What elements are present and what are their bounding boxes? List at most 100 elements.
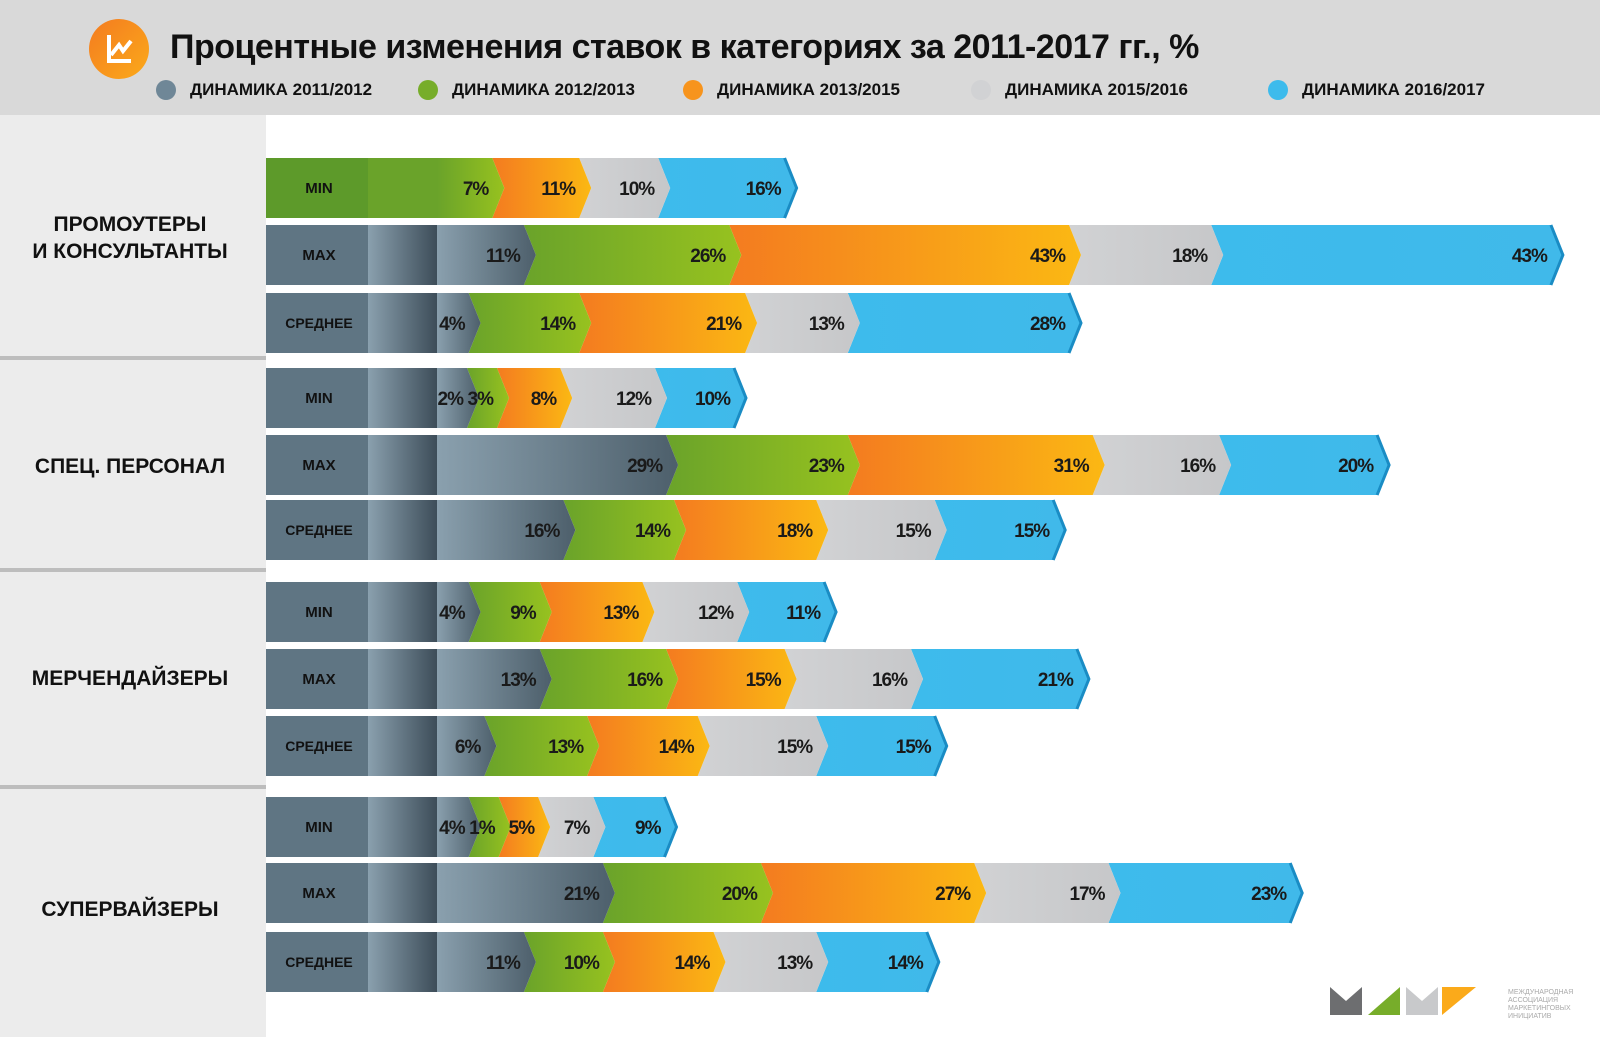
row-connector (368, 932, 437, 992)
bar-segment (437, 435, 679, 495)
row-label-box (266, 368, 368, 428)
data-label: 1% (469, 818, 496, 839)
data-label: 15% (746, 670, 782, 691)
bar-segment (498, 797, 551, 857)
data-label: 6% (455, 737, 482, 758)
bar-end-arrow (933, 715, 949, 777)
data-label: 11% (486, 953, 521, 974)
data-label: 4% (439, 818, 466, 839)
data-label: 17% (1069, 884, 1105, 905)
bar-segment (745, 293, 860, 353)
bar-segment (1108, 863, 1303, 923)
bar-segment (538, 797, 606, 857)
legend-dot-icon (418, 80, 438, 100)
bar-segment (816, 716, 947, 776)
data-label: 10% (564, 953, 600, 974)
bar-segment (1092, 435, 1232, 495)
row-connector (368, 435, 437, 495)
bar-segment (784, 649, 923, 709)
bar-segment (642, 582, 750, 642)
bar-segment (468, 293, 592, 353)
organization-logo (1330, 987, 1476, 1015)
data-label: 28% (1030, 314, 1066, 335)
data-label: 16% (524, 521, 560, 542)
data-label: 8% (531, 389, 558, 410)
data-label: 21% (1038, 670, 1074, 691)
bar-segment (539, 582, 655, 642)
page-title: Процентные изменения ставок в категориях… (170, 28, 1199, 66)
data-label: 23% (809, 456, 845, 477)
bar-segment (437, 500, 576, 560)
group-label: МЕРЧЕНДАЙЗЕРЫ (32, 666, 228, 690)
data-label: 13% (777, 953, 813, 974)
group-separator (0, 356, 266, 360)
bar-segment (713, 932, 829, 992)
data-label: 4% (439, 314, 466, 335)
bar-segment (760, 863, 987, 923)
bar-segment (497, 368, 573, 428)
legend-label: ДИНАМИКА 2016/2017 (1302, 80, 1485, 99)
group-label: ПРОМОУТЕРЫ И КОНСУЛЬТАНТЫ (32, 213, 227, 263)
row-label-box (266, 716, 368, 776)
bar-segment (1069, 225, 1224, 285)
data-label: 16% (1180, 456, 1216, 477)
row-label-box (266, 293, 368, 353)
row-label: СРЕДНЕЕ (285, 315, 353, 331)
data-label: 13% (809, 314, 845, 335)
bar-segment (737, 582, 837, 642)
data-label: 3% (468, 389, 495, 410)
row-connector (368, 158, 437, 218)
row-label: MAX (302, 671, 335, 688)
legend-item: ДИНАМИКА 2013/2015 (683, 80, 900, 100)
data-label: 21% (706, 314, 742, 335)
bar-segment (437, 582, 481, 642)
data-label: 15% (896, 737, 932, 758)
data-label: 15% (1014, 521, 1050, 542)
bar-segment (579, 293, 758, 353)
bar-segment (437, 797, 481, 857)
row-label-box (266, 225, 368, 285)
bar-end-arrow (822, 581, 838, 643)
bar-segment (729, 225, 1081, 285)
bar-end-arrow (925, 931, 941, 993)
data-label: 31% (1054, 456, 1090, 477)
bar-segment (655, 368, 746, 428)
bar-segment (666, 435, 860, 495)
bar-segment (1211, 225, 1563, 285)
bar-end-arrow (1051, 499, 1067, 561)
row-label: СРЕДНЕЕ (285, 954, 353, 970)
data-label: 43% (1030, 246, 1066, 267)
bar-segment (816, 500, 947, 560)
row-label-box (266, 500, 368, 560)
row-label-box (266, 932, 368, 992)
legend-label: ДИНАМИКА 2013/2015 (717, 80, 900, 99)
bar-segment (934, 500, 1066, 560)
data-label: 11% (786, 603, 821, 624)
bar-segment (666, 649, 797, 709)
row-label-box (266, 435, 368, 495)
data-label: 14% (674, 953, 710, 974)
bar-segment (468, 582, 552, 642)
bar-segment (468, 797, 511, 857)
header: Процентные изменения ставок в категориях… (0, 0, 1600, 115)
data-label: 18% (1172, 246, 1208, 267)
data-label: 10% (619, 179, 655, 200)
row-connector (368, 797, 437, 857)
bar-segment (587, 716, 710, 776)
row-label-box (266, 863, 368, 923)
legend-dot-icon (683, 80, 703, 100)
data-label: 20% (1338, 456, 1374, 477)
data-label: 26% (690, 246, 726, 267)
legend-item: ДИНАМИКА 2015/2016 (971, 80, 1188, 100)
data-label: 23% (1251, 884, 1287, 905)
bar-segment (437, 293, 481, 353)
data-label: 15% (896, 521, 932, 542)
bar-end-arrow (663, 796, 679, 858)
bar-segment (579, 158, 671, 218)
bar-end-arrow (1549, 224, 1565, 286)
bar-end-arrow (1288, 862, 1304, 924)
bar-segment (437, 225, 536, 285)
legend-dot-icon (1268, 80, 1288, 100)
legend-label: ДИНАМИКА 2011/2012 (190, 80, 373, 99)
data-label: 11% (541, 179, 576, 200)
